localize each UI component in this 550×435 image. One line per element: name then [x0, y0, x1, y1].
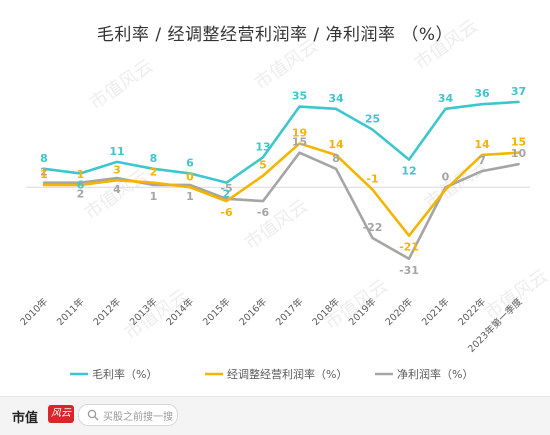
- data-label: 4: [113, 183, 121, 196]
- chart-title: 毛利率 / 经调整经营利润率 / 净利润率 （%）: [96, 25, 454, 45]
- data-label: 37: [511, 85, 526, 98]
- data-label: 3: [113, 163, 121, 176]
- data-label: 2: [223, 188, 231, 201]
- x-tick-label: 2012年: [91, 295, 124, 328]
- data-label: 6: [186, 156, 194, 169]
- data-label: 12: [401, 165, 416, 178]
- data-label: 1: [77, 168, 85, 181]
- watermark-text: 市值风云: [411, 16, 482, 74]
- data-label: 11: [109, 145, 124, 158]
- x-tick-label: 2020年: [383, 295, 416, 328]
- x-tick-label: 2011年: [54, 295, 87, 328]
- data-label: -6: [257, 206, 270, 219]
- brand-logo: 风云: [48, 405, 74, 423]
- search-icon: [87, 409, 99, 421]
- data-label: 10: [511, 147, 527, 160]
- legend-label: 经调整经营利润率（%）: [227, 367, 347, 381]
- x-tick-label: 2010年: [18, 295, 51, 328]
- search-placeholder: 买股之前搜一搜: [103, 412, 173, 423]
- footer-bar: 市值 风云 买股之前搜一搜: [0, 396, 550, 435]
- data-label: 6: [77, 178, 85, 191]
- data-label: 8: [332, 152, 340, 165]
- data-label: 8: [150, 152, 158, 165]
- data-label: 35: [292, 90, 307, 103]
- data-label: -5: [220, 182, 232, 195]
- data-label: -21: [399, 241, 419, 254]
- x-tick-label: 2017年: [273, 295, 306, 328]
- data-label: 8: [40, 152, 48, 165]
- watermark-text: 市值风云: [481, 266, 550, 324]
- legend-label: 净利润率（%）: [397, 367, 473, 381]
- data-label: 34: [328, 92, 344, 105]
- x-tick-label: 2016年: [237, 295, 270, 328]
- x-tick-label: 2021年: [419, 295, 452, 328]
- data-label: 2: [150, 166, 158, 179]
- data-label: 0: [442, 170, 450, 183]
- x-tick-label: 2015年: [200, 295, 233, 328]
- data-label: 14: [328, 138, 344, 151]
- series-line: [42, 142, 520, 238]
- data-label: 1: [150, 190, 158, 203]
- series-line: [42, 100, 520, 184]
- data-label: -1: [366, 173, 378, 186]
- data-label: -6: [220, 206, 233, 219]
- data-label: 2: [77, 188, 85, 201]
- watermark-text: 市值风云: [241, 196, 312, 254]
- data-label: 14: [474, 138, 490, 151]
- watermark-text: 市值风云: [251, 36, 322, 94]
- data-label: 7: [478, 154, 486, 167]
- data-label: 1: [186, 190, 194, 203]
- data-label: 13: [255, 140, 270, 153]
- data-label: -22: [363, 221, 383, 234]
- data-label: 15: [292, 136, 307, 149]
- data-label: 15: [511, 136, 526, 149]
- data-label: 34: [438, 92, 454, 105]
- watermark-text: 市值风云: [86, 56, 157, 114]
- data-label: -31: [399, 264, 419, 277]
- brand-name: 市值: [12, 411, 39, 426]
- data-label: 19: [292, 126, 307, 139]
- data-label: 36: [474, 87, 490, 100]
- data-label: 2: [40, 166, 48, 179]
- data-label: 5: [259, 159, 267, 172]
- data-label: 1: [40, 168, 48, 181]
- search-input[interactable]: 买股之前搜一搜: [78, 404, 178, 426]
- data-label: 0: [186, 170, 194, 183]
- legend-label: 毛利率（%）: [92, 367, 157, 381]
- data-label: 25: [365, 113, 380, 126]
